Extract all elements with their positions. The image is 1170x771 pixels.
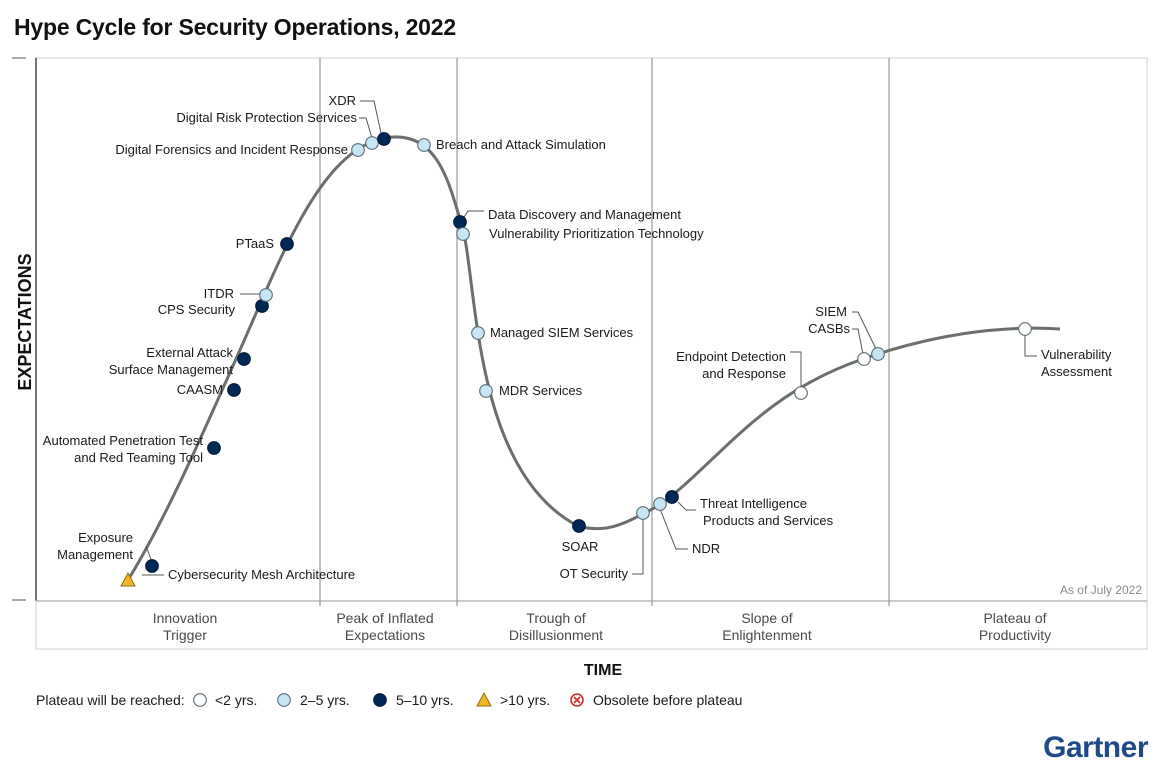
- legend-marker: [476, 691, 492, 707]
- point-marker: [871, 347, 885, 361]
- chart-title: Hype Cycle for Security Operations, 2022: [14, 14, 456, 40]
- legend-title: Plateau will be reached:: [36, 692, 185, 708]
- legend-item-label: Obsolete before plateau: [593, 692, 742, 708]
- label-leader-line: [1024, 334, 1037, 357]
- point-marker: [259, 288, 273, 302]
- point-marker: [351, 143, 365, 157]
- point-marker: [227, 383, 241, 397]
- point-label: CASBs: [808, 321, 850, 336]
- point-marker: [145, 559, 159, 573]
- point-marker: [471, 326, 485, 340]
- point-marker: [636, 506, 650, 520]
- legend-item-label: <2 yrs.: [215, 692, 257, 708]
- point-label: NDR: [692, 541, 720, 556]
- legend-marker: [570, 693, 584, 707]
- point-label: External Attack Surface Management: [109, 345, 234, 377]
- label-leader-line: [790, 351, 802, 388]
- legend-marker: [277, 693, 291, 707]
- label-leader-line: [659, 508, 688, 550]
- label-leader-line: [463, 210, 484, 218]
- point-marker: [665, 490, 679, 504]
- x-axis-label: TIME: [584, 662, 623, 679]
- label-leader-line: [359, 117, 373, 139]
- point-marker: [280, 237, 294, 251]
- phase-label: Plateau of Productivity: [979, 610, 1051, 643]
- label-leader-line: [677, 501, 696, 511]
- phase-label: Trough of Disillusionment: [509, 610, 603, 643]
- point-label: Threat Intelligence Products and Services: [700, 496, 834, 528]
- legend-marker: [193, 693, 207, 707]
- point-marker: [365, 136, 379, 150]
- gartner-logo: Gartner: [1043, 731, 1149, 764]
- point-marker: [120, 571, 136, 587]
- point-marker: [857, 352, 871, 366]
- point-marker: [207, 441, 221, 455]
- point-label: Automated Penetration Test and Red Teamin…: [43, 433, 204, 465]
- point-marker: [417, 138, 431, 152]
- point-label: SIEM: [815, 304, 847, 319]
- phase-label: Slope of Enlightenment: [722, 610, 812, 643]
- point-marker: [794, 386, 808, 400]
- point-label: Vulnerability Prioritization Technology: [489, 226, 704, 241]
- point-label: Digital Forensics and Incident Response: [115, 142, 348, 157]
- point-label: Cybersecurity Mesh Architecture: [168, 567, 355, 582]
- point-marker: [453, 215, 467, 229]
- label-leader-line: [632, 518, 644, 575]
- point-marker: [377, 132, 391, 146]
- phase-label: Innovation Trigger: [153, 610, 218, 643]
- point-label: Digital Risk Protection Services: [176, 110, 357, 125]
- legend-item-label: 2–5 yrs.: [300, 692, 350, 708]
- y-axis-label: EXPECTATIONS: [15, 253, 35, 390]
- point-label: Exposure Management: [57, 530, 133, 562]
- point-label: ITDR: [204, 286, 234, 301]
- label-leader-line: [360, 100, 382, 134]
- as-of-note: As of July 2022: [1060, 583, 1142, 597]
- point-label: Managed SIEM Services: [490, 325, 634, 340]
- point-marker: [479, 384, 493, 398]
- point-marker: [653, 497, 667, 511]
- point-label: MDR Services: [499, 383, 583, 398]
- point-marker: [572, 519, 586, 533]
- legend-item-label: >10 yrs.: [500, 692, 550, 708]
- point-label: Breach and Attack Simulation: [436, 137, 606, 152]
- point-label: Endpoint Detection and Response: [676, 349, 786, 381]
- point-label: CPS Security: [158, 302, 236, 317]
- point-marker: [456, 227, 470, 241]
- label-leader-line: [852, 328, 864, 355]
- phase-label: Peak of Inflated Expectations: [336, 610, 433, 643]
- point-label: OT Security: [560, 566, 629, 581]
- point-label: Data Discovery and Management: [488, 207, 681, 222]
- legend-item-label: 5–10 yrs.: [396, 692, 454, 708]
- label-leader-line: [852, 311, 877, 350]
- point-label: PTaaS: [236, 236, 275, 251]
- phase-band: [35, 600, 1148, 650]
- legend-marker: [373, 693, 387, 707]
- point-label: XDR: [329, 93, 356, 108]
- hype-curve: [126, 135, 1061, 581]
- point-label: Vulnerability Assessment: [1041, 347, 1112, 379]
- point-marker: [237, 352, 251, 366]
- point-marker: [1018, 322, 1032, 336]
- point-label: CAASM: [177, 382, 223, 397]
- point-label: SOAR: [562, 539, 599, 554]
